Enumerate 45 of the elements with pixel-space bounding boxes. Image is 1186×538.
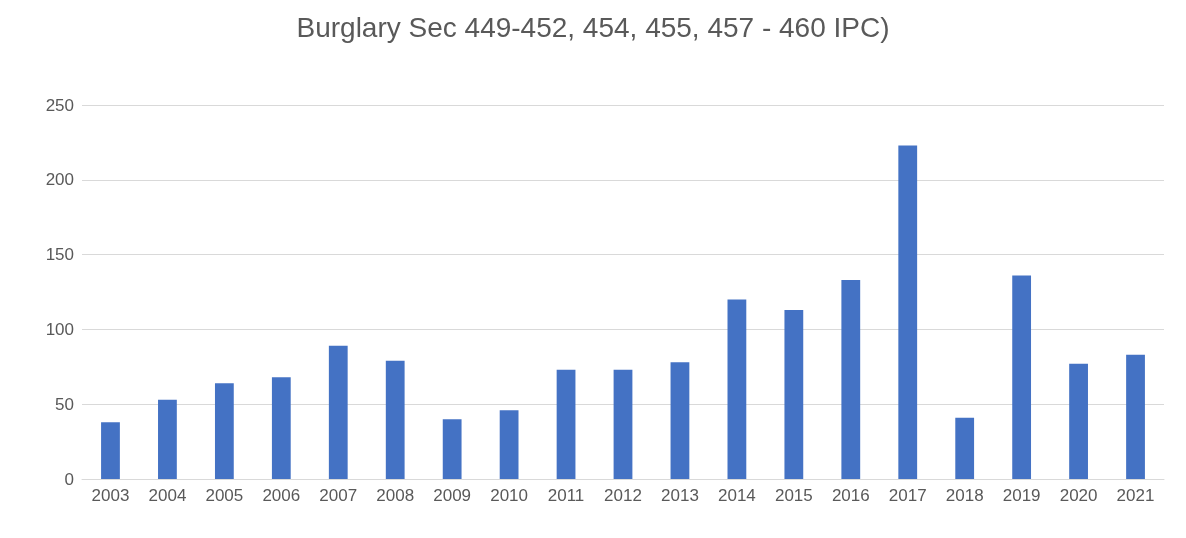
y-tick-label: 200 bbox=[45, 170, 74, 190]
x-tick-label: 2018 bbox=[945, 486, 984, 505]
x-tick-label: 2012 bbox=[604, 486, 642, 505]
x-tick-label: 2006 bbox=[262, 486, 301, 505]
x-tick-label: 2020 bbox=[1059, 486, 1098, 505]
x-tick-label: 2008 bbox=[376, 486, 415, 505]
bar bbox=[613, 369, 633, 479]
bar bbox=[158, 399, 177, 479]
bar bbox=[328, 345, 348, 479]
bar bbox=[1126, 354, 1145, 479]
bar bbox=[670, 362, 690, 479]
x-tick-label: 2003 bbox=[91, 486, 130, 505]
bar bbox=[955, 417, 975, 479]
x-tick-label: 2013 bbox=[661, 486, 699, 505]
x-tick-label: 2021 bbox=[1116, 486, 1155, 505]
bar bbox=[784, 309, 804, 479]
x-tick-label: 2019 bbox=[1002, 486, 1041, 505]
x-tick-label: 2009 bbox=[433, 486, 472, 505]
y-tick-label: 50 bbox=[55, 394, 74, 414]
bar bbox=[385, 360, 405, 479]
bar bbox=[214, 383, 234, 479]
bar bbox=[841, 280, 861, 479]
bar bbox=[499, 410, 519, 479]
y-tick-label: 100 bbox=[45, 319, 74, 339]
y-tick-label: 150 bbox=[45, 245, 74, 265]
bar bbox=[101, 422, 120, 479]
x-tick-label: 2011 bbox=[547, 486, 585, 505]
y-tick-label: 250 bbox=[45, 95, 74, 115]
x-tick-label: 2017 bbox=[888, 486, 927, 505]
bar bbox=[1069, 363, 1088, 479]
bar bbox=[1012, 275, 1032, 479]
y-tick-label: 0 bbox=[64, 469, 74, 489]
bar bbox=[727, 299, 747, 479]
x-tick-label: 2016 bbox=[831, 486, 870, 505]
bar bbox=[271, 377, 291, 479]
chart-title: Burglary Sec 449-452, 454, 455, 457 - 460 IPC) bbox=[296, 11, 890, 43]
x-tick-label: 2005 bbox=[205, 486, 244, 505]
x-tick-label: 2004 bbox=[148, 486, 187, 505]
bar bbox=[898, 145, 918, 479]
bar bbox=[442, 419, 462, 479]
x-tick-label: 2015 bbox=[774, 486, 813, 505]
x-tick-label: 2007 bbox=[319, 486, 358, 505]
x-tick-label: 2014 bbox=[717, 486, 756, 505]
x-tick-label: 2010 bbox=[490, 486, 529, 505]
bar bbox=[556, 369, 576, 479]
